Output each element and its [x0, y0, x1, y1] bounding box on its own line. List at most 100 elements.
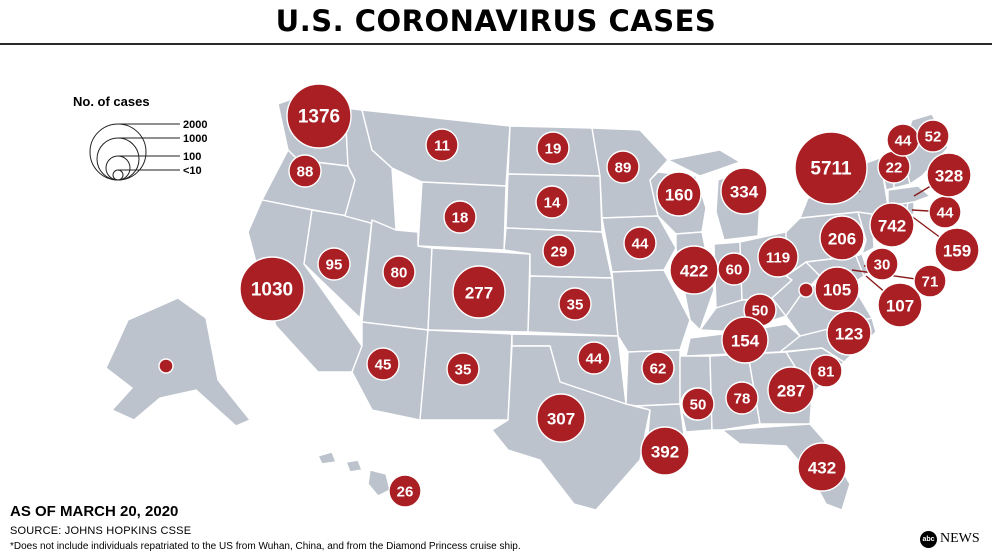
bubble-circle: [443, 200, 477, 234]
case-bubble-sd: 14: [535, 185, 569, 219]
case-count-label: 5711: [810, 159, 852, 180]
case-bubble-id: 18: [443, 200, 477, 234]
bubble-circle: [869, 202, 915, 248]
case-count-label: 44: [586, 351, 603, 368]
case-count-label: 160: [665, 186, 693, 205]
source-line: SOURCE: JOHNS HOPKINS CSSE: [10, 525, 192, 537]
bubble-circle: [158, 358, 174, 374]
case-bubble-md: 107: [877, 282, 923, 328]
abc-news-logo: abc NEWS: [920, 530, 980, 548]
case-count-label: 107: [886, 297, 914, 316]
bubble-circle: [446, 352, 480, 386]
case-count-label: 14: [544, 195, 561, 212]
case-count-label: 422: [680, 262, 708, 281]
case-bubble-mo: 62: [641, 351, 675, 385]
case-count-label: 80: [391, 265, 408, 282]
size-legend: 2000 1000 100 <10: [89, 119, 207, 181]
case-bubble-wi: 160: [656, 171, 702, 217]
case-bubble-nh: 44: [886, 123, 920, 157]
case-bubble-ne: 29: [542, 234, 576, 268]
case-bubble-al: 78: [725, 381, 759, 415]
case-bubble-ok: 44: [577, 341, 611, 375]
state-hi-1: [317, 451, 337, 465]
case-count-label: 71: [922, 274, 939, 291]
bubble-circle: [720, 167, 768, 215]
bubble-circle: [452, 265, 506, 319]
abc-logo-icon: abc: [920, 530, 937, 548]
case-bubble-il: 422: [669, 245, 719, 295]
case-count-label: 81: [818, 364, 835, 381]
case-bubble-me: 52: [916, 119, 950, 153]
bubble-circle: [877, 282, 923, 328]
bubble-circle: [606, 150, 640, 184]
case-count-label: 1030: [251, 280, 293, 301]
bubble-circle: [798, 282, 814, 298]
case-bubble-mt: 11: [425, 128, 459, 162]
case-count-label: 287: [777, 382, 805, 401]
case-count-label: 52: [925, 129, 942, 146]
case-count-label: 89: [615, 160, 632, 177]
case-count-label: 206: [828, 230, 856, 249]
brand-name: NEWS: [940, 531, 980, 546]
case-count-label: 29: [551, 244, 568, 261]
case-bubble-in: 60: [717, 252, 751, 286]
case-count-label: 154: [731, 332, 760, 351]
bubble-circle: [916, 119, 950, 153]
case-count-label: 88: [297, 164, 314, 181]
case-bubble-oh: 119: [757, 236, 799, 278]
title-rule: [0, 43, 992, 45]
case-bubble-sc: 81: [809, 354, 843, 388]
case-bubble-nv: 95: [317, 247, 351, 281]
legend-label-1000: 1000: [183, 133, 207, 145]
case-bubble-ut: 80: [382, 255, 416, 289]
case-count-label: 30: [874, 257, 891, 274]
case-bubble-dc: 71: [913, 264, 947, 298]
case-bubble-ga: 287: [767, 366, 815, 414]
bubble-circle: [926, 152, 972, 198]
bubble-circle: [640, 426, 690, 476]
case-bubble-mi: 334: [720, 167, 768, 215]
case-bubble-ct: 159: [934, 227, 980, 273]
bubble-circle: [623, 226, 657, 260]
case-bubble-nd: 19: [536, 131, 570, 165]
case-count-label: 35: [455, 362, 472, 379]
case-count-label: 11: [434, 138, 450, 155]
bubble-circle: [542, 234, 576, 268]
bubble-circle: [814, 266, 860, 312]
bubble-circle: [717, 252, 751, 286]
bubble-circle: [317, 247, 351, 281]
state-ak: [105, 297, 251, 427]
case-bubble-nm: 35: [446, 352, 480, 386]
bubble-circle: [819, 215, 865, 261]
case-bubble-wa: 1376: [286, 83, 352, 149]
case-count-label: 307: [547, 410, 575, 429]
bubble-circle: [382, 255, 416, 289]
bubble-circle: [286, 83, 352, 149]
us-map: 1376 88 1030 95 18 11 80 277 45 35 19 14 29 35 44 307 89…: [105, 83, 980, 511]
bubble-circle: [536, 393, 586, 443]
case-count-label: 432: [808, 459, 836, 478]
case-count-label: 44: [632, 236, 649, 253]
case-bubble-ma: 328: [926, 152, 972, 198]
bubble-circle: [681, 387, 715, 421]
case-count-label: 277: [465, 284, 493, 303]
case-count-label: 159: [943, 242, 971, 261]
case-bubble-az: 45: [366, 347, 400, 381]
bubble-circle: [721, 316, 769, 364]
bubble-circle: [366, 347, 400, 381]
bubble-circle: [288, 154, 322, 188]
case-count-label: 45: [375, 357, 392, 374]
bubble-circle: [757, 236, 799, 278]
bubble-circle: [535, 185, 569, 219]
case-bubble-wv: [798, 282, 814, 298]
case-bubble-vt: 22: [877, 150, 911, 184]
case-count-label: 35: [567, 297, 584, 314]
bubble-circle: [239, 256, 305, 322]
state-mi-up: [667, 149, 741, 177]
case-bubble-ri: 44: [928, 195, 962, 229]
case-count-label: 78: [734, 391, 751, 408]
case-count-label: 50: [752, 303, 769, 320]
footnote: *Does not include individuals repatriate…: [10, 541, 521, 552]
bubble-circle: [865, 247, 899, 281]
case-bubble-tn: 154: [721, 316, 769, 364]
